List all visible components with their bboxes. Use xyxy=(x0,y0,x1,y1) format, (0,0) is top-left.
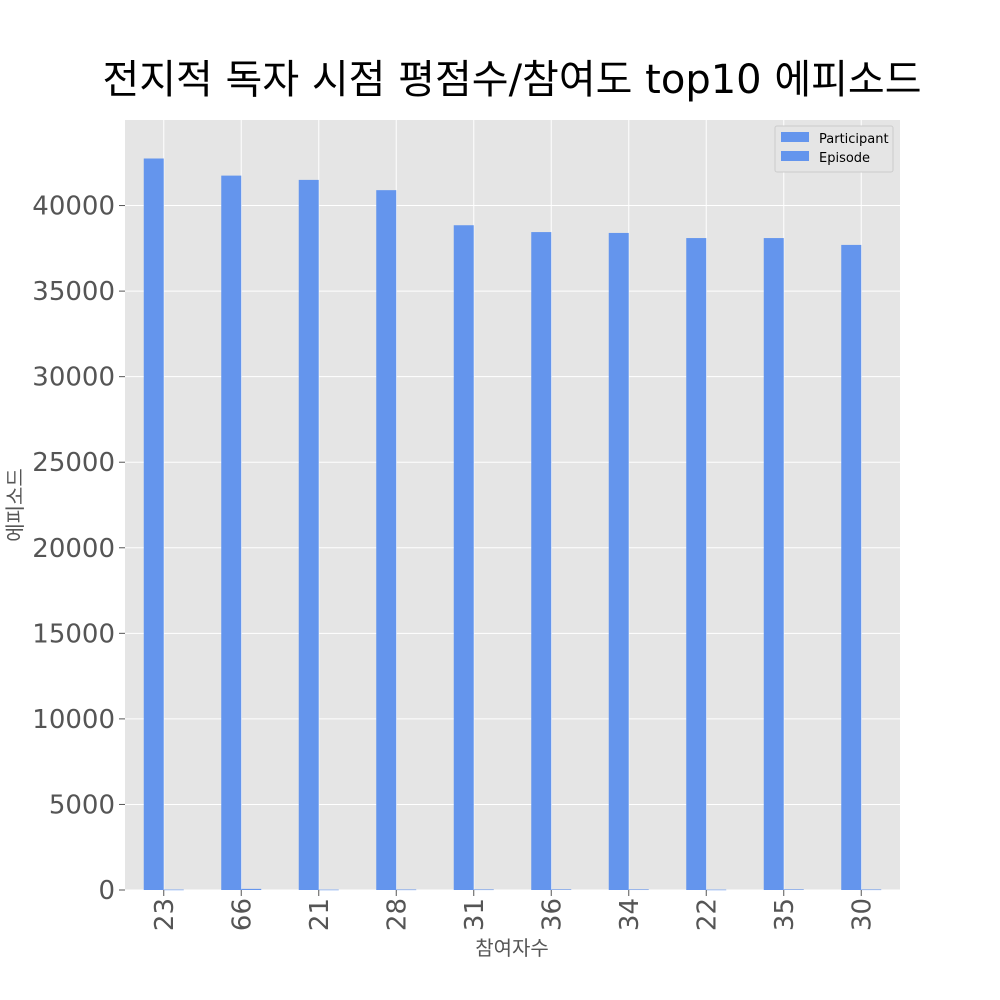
x-tick-label: 66 xyxy=(227,898,257,931)
y-tick-label: 35000 xyxy=(32,277,115,307)
bar-episode xyxy=(706,889,727,891)
chart-title: 전지적 독자 시점 평점수/참여도 top10 에피소드 xyxy=(102,57,921,103)
y-tick-label: 0 xyxy=(98,876,115,906)
bar-episode xyxy=(861,889,882,891)
legend-swatch-participant xyxy=(781,132,809,142)
bar-episode xyxy=(473,889,494,891)
y-axis-label: 에피소드 xyxy=(3,468,27,542)
y-tick-label: 10000 xyxy=(32,705,115,735)
bar-episode xyxy=(318,889,339,891)
y-tick-label: 15000 xyxy=(32,619,115,649)
x-tick-label: 36 xyxy=(537,898,567,931)
bar-participant xyxy=(221,175,242,891)
x-tick-label: 30 xyxy=(847,898,877,931)
bar-episode xyxy=(241,888,262,890)
bar-episode xyxy=(163,889,184,891)
bar-participant xyxy=(531,232,552,891)
bar-participant xyxy=(376,190,397,891)
bar-episode xyxy=(551,889,572,890)
legend-label-participant: Participant xyxy=(819,132,889,147)
x-tick-label: 35 xyxy=(770,898,800,931)
bar-participant xyxy=(686,238,707,891)
bar-participant xyxy=(763,238,784,891)
x-tick-label: 23 xyxy=(150,898,180,931)
bar-episode xyxy=(396,889,417,891)
x-axis-ticks: 23 66 21 28 31 36 34 22 35 30 xyxy=(150,890,877,931)
y-tick-label: 25000 xyxy=(32,448,115,478)
x-tick-label: 28 xyxy=(382,898,412,931)
x-tick-label: 22 xyxy=(692,898,722,931)
bars xyxy=(143,158,882,891)
y-tick-label: 40000 xyxy=(32,192,115,222)
y-tick-label: 20000 xyxy=(32,534,115,564)
bar-participant xyxy=(143,158,164,890)
legend-label-episode: Episode xyxy=(819,151,870,166)
bar-episode xyxy=(783,889,804,891)
x-axis-label: 참여자수 xyxy=(475,936,549,960)
legend-swatch-episode xyxy=(781,151,809,161)
bar-participant xyxy=(453,225,474,890)
x-tick-label: 31 xyxy=(460,898,490,931)
y-axis-ticks: 0 5000 10000 15000 20000 25000 30000 35000 40000 xyxy=(32,192,125,906)
bar-participant xyxy=(298,179,319,890)
y-tick-label: 30000 xyxy=(32,363,115,393)
bar-episode xyxy=(628,889,649,891)
legend: Participant Episode xyxy=(774,125,894,173)
x-tick-label: 34 xyxy=(615,898,645,931)
bar-participant xyxy=(841,244,862,890)
bar-participant xyxy=(608,232,629,890)
y-tick-label: 5000 xyxy=(49,790,115,820)
x-tick-label: 21 xyxy=(305,898,335,931)
